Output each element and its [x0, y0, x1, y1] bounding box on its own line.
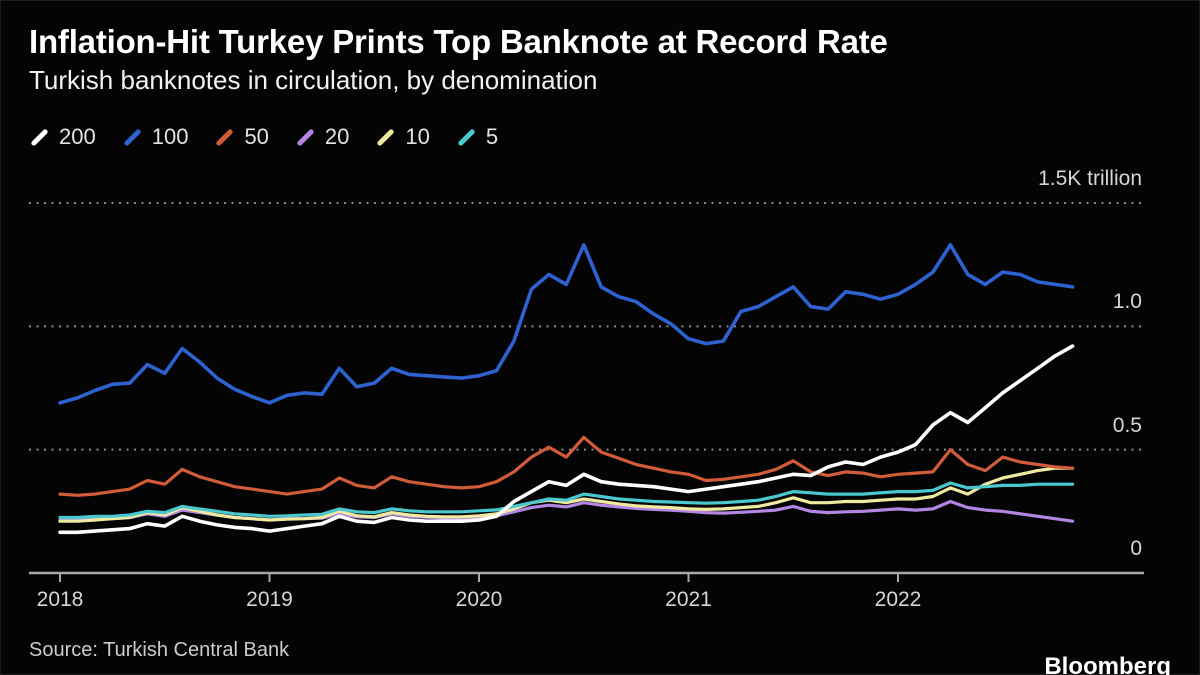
x-axis-label: 2022	[874, 588, 922, 611]
x-axis-label: 2020	[455, 588, 503, 611]
series-line-5	[58, 481, 1075, 520]
x-axis-label: 2018	[36, 588, 84, 611]
x-axis-label: 2019	[246, 588, 293, 611]
y-axis-label: 1.5K trillion	[1038, 166, 1142, 190]
legend-label: 5	[485, 124, 499, 149]
series-lines	[58, 243, 1075, 535]
chart-subtitle: Turkish banknotes in circulation, by den…	[29, 65, 598, 95]
page-title: Inflation-Hit Turkey Prints Top Banknote…	[29, 23, 888, 60]
series-line-10	[58, 466, 1075, 523]
source-note: Source: Turkish Central Bank	[29, 639, 290, 661]
y-axis-label: 0	[1130, 537, 1142, 560]
gridlines	[29, 201, 1144, 582]
legend-label: 100	[151, 124, 189, 149]
chart-legend: 200 100 50 20 10 5	[29, 124, 498, 150]
legend-item-100: 100	[122, 124, 189, 150]
legend-label: 50	[244, 124, 269, 149]
series-line-100	[58, 243, 1075, 405]
x-axis-label: 2021	[665, 588, 712, 611]
legend-label: 10	[405, 124, 430, 149]
legend-item-10: 10	[375, 124, 430, 150]
legend-item-200: 200	[29, 124, 96, 150]
bloomberg-logo: Bloomberg	[1044, 653, 1171, 675]
legend-item-20: 20	[295, 124, 349, 150]
legend-label: 200	[59, 124, 96, 149]
legend-label: 20	[324, 124, 350, 149]
legend-item-5: 5	[456, 124, 498, 150]
legend-item-50: 50	[214, 124, 269, 150]
y-axis-label: 1.0	[1112, 290, 1142, 314]
y-axis-label: 0.5	[1112, 413, 1142, 437]
series-line-50	[58, 435, 1075, 497]
series-line-200	[58, 344, 1075, 535]
